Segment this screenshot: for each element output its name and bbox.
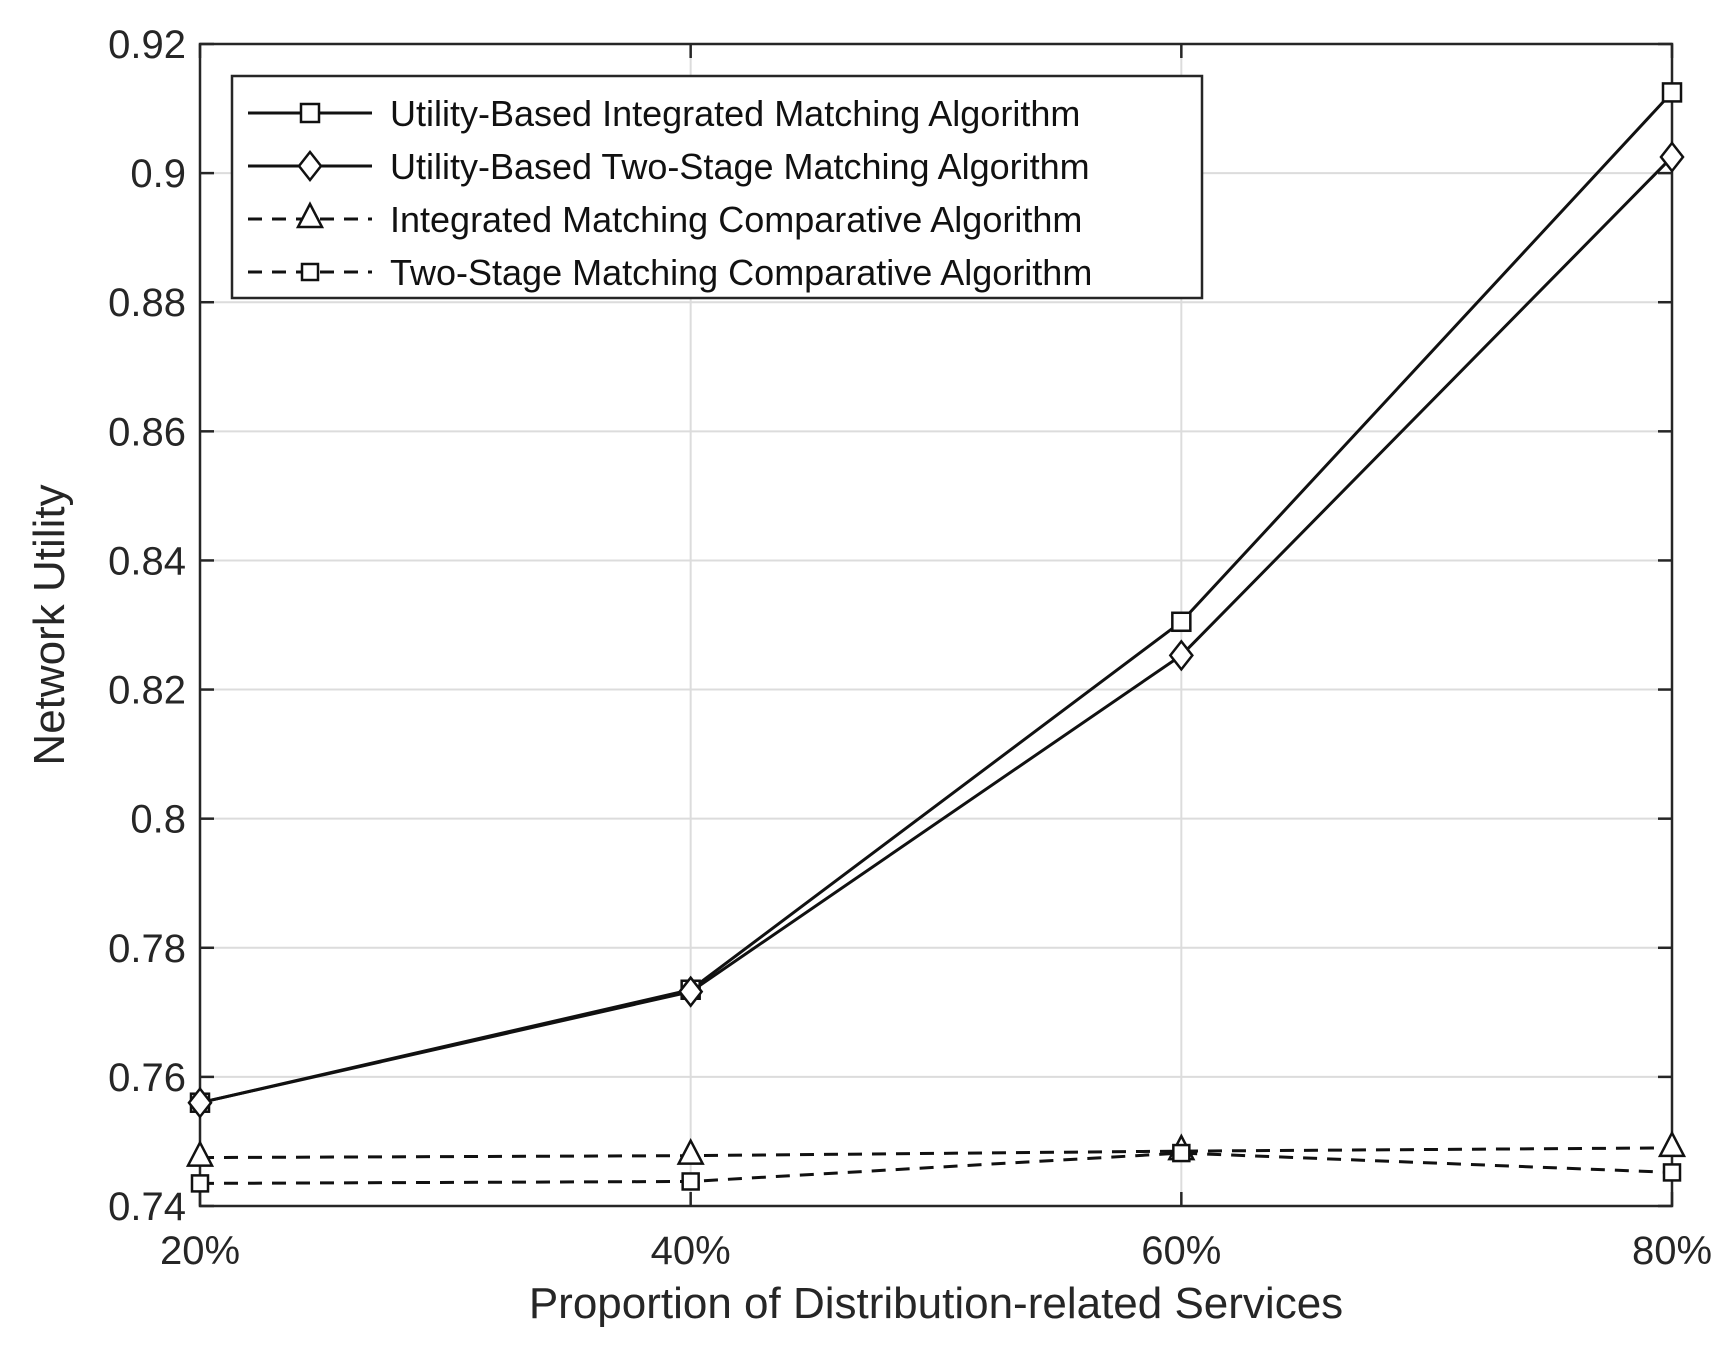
series-point (676, 1137, 705, 1165)
legend-label: Integrated Matching Comparative Algorith… (390, 199, 1082, 240)
series-point (1659, 140, 1685, 173)
series-2 (187, 140, 1685, 1119)
series-point (1171, 611, 1192, 633)
legend-marker (295, 201, 325, 229)
y-tick-label: 0.9 (130, 152, 186, 196)
x-tick-label: 60% (1141, 1229, 1221, 1273)
legend-label: Utility-Based Two-Stage Matching Algorit… (390, 146, 1090, 187)
y-tick-label: 0.84 (108, 539, 186, 583)
series-line (199, 155, 1674, 1105)
series-point (681, 1172, 700, 1191)
x-tick-label: 20% (160, 1229, 240, 1273)
series-point (1657, 1130, 1687, 1158)
y-tick-label: 0.92 (108, 23, 186, 67)
series-point (1662, 1163, 1682, 1182)
legend-marker (300, 262, 320, 282)
series-line (199, 1146, 1673, 1160)
y-tick-label: 0.88 (108, 281, 186, 325)
legend: Utility-Based Integrated Matching Algori… (230, 74, 1204, 300)
series-point (1168, 639, 1194, 672)
series-point (678, 975, 704, 1008)
series-line (199, 1151, 1673, 1185)
legend-label: Utility-Based Integrated Matching Algori… (390, 93, 1080, 134)
series-point (1661, 82, 1683, 103)
y-tick-label: 0.76 (108, 1056, 186, 1100)
legend-marker (299, 102, 321, 124)
legend-label: Two-Stage Matching Comparative Algorithm (390, 252, 1092, 293)
y-tick-label: 0.8 (130, 798, 186, 842)
series-point (187, 1086, 213, 1119)
y-tick-label: 0.78 (108, 927, 186, 971)
series-point (190, 1174, 210, 1193)
series-layer (185, 82, 1687, 1193)
x-tick-label: 80% (1632, 1229, 1712, 1273)
series-point (1172, 1143, 1191, 1163)
legend-marker (297, 149, 323, 183)
series-point (185, 1139, 215, 1167)
x-tick-label: 40% (651, 1229, 731, 1273)
legend-box (230, 74, 1204, 300)
y-axis-title: Network Utility (25, 484, 74, 765)
x-axis-ticks: 20% 40% 60% 80% (160, 44, 1712, 1273)
y-tick-label: 0.86 (108, 410, 186, 454)
y-axis-ticks: 0.74 0.76 0.78 0.8 0.82 0.84 0.86 0.88 0.9 0.92 (108, 23, 1672, 1229)
y-tick-label: 0.74 (108, 1185, 186, 1229)
series-4 (190, 1143, 1682, 1193)
y-tick-label: 0.82 (108, 669, 186, 713)
plot-frame (198, 42, 1674, 1208)
x-axis-title: Proportion of Distribution-related Servi… (529, 1279, 1343, 1328)
